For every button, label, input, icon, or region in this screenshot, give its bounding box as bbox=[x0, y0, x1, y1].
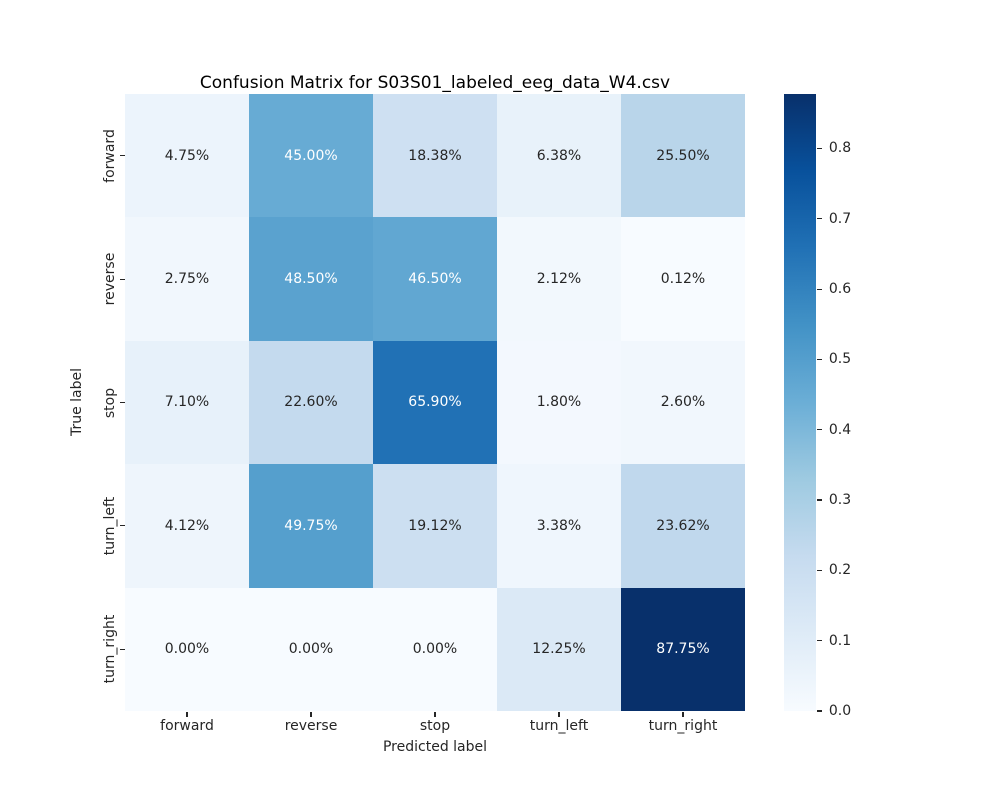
x-tick-mark bbox=[310, 712, 312, 717]
colorbar-tick-mark bbox=[817, 218, 822, 220]
y-tick-mark bbox=[120, 648, 125, 650]
heatmap-cell: 18.38% bbox=[373, 94, 497, 218]
x-tick-mark bbox=[558, 712, 560, 717]
x-axis-label: Predicted label bbox=[382, 739, 488, 755]
y-tick-mark bbox=[120, 278, 125, 280]
heatmap-cell: 3.38% bbox=[497, 464, 621, 588]
heatmap-cell: 0.00% bbox=[373, 587, 497, 711]
y-tick-mark bbox=[120, 525, 125, 527]
colorbar-tick-label: 0.2 bbox=[828, 562, 852, 579]
heatmap-cell: 49.75% bbox=[249, 464, 373, 588]
heatmap-cell: 4.12% bbox=[125, 464, 249, 588]
x-tick-mark bbox=[682, 712, 684, 717]
heatmap-cell: 4.75% bbox=[125, 94, 249, 218]
heatmap-cell: 0.00% bbox=[125, 587, 249, 711]
x-tick-label: turn_left bbox=[529, 718, 589, 734]
heatmap-cell: 46.50% bbox=[373, 217, 497, 341]
colorbar-tick-mark bbox=[817, 710, 822, 712]
y-tick-mark bbox=[120, 155, 125, 157]
x-tick-label: reverse bbox=[284, 718, 338, 734]
colorbar-tick-mark bbox=[817, 569, 822, 571]
heatmap-cell: 19.12% bbox=[373, 464, 497, 588]
colorbar-tick-label: 0.3 bbox=[828, 492, 852, 509]
heatmap-cell: 87.75% bbox=[621, 587, 745, 711]
colorbar-tick-mark bbox=[817, 499, 822, 501]
x-tick-label: turn_right bbox=[648, 718, 718, 734]
heatmap-cell: 0.12% bbox=[621, 217, 745, 341]
heatmap-cell: 23.62% bbox=[621, 464, 745, 588]
x-tick-mark bbox=[434, 712, 436, 717]
colorbar-tick-mark bbox=[817, 429, 822, 431]
colorbar-tick-label: 0.5 bbox=[828, 351, 852, 368]
heatmap-grid: 4.75% 45.00% 18.38% 6.38% 25.50% 2.75% 48.50% 4… bbox=[125, 94, 745, 711]
colorbar-tick-label: 0.0 bbox=[828, 703, 852, 719]
colorbar-tick-label: 0.8 bbox=[828, 140, 852, 157]
x-tick-label: stop bbox=[419, 718, 451, 734]
heatmap-cell: 0.00% bbox=[249, 587, 373, 711]
y-tick-label: stop bbox=[102, 387, 118, 418]
colorbar-tick-label: 0.4 bbox=[828, 421, 852, 438]
heatmap-cell: 65.90% bbox=[373, 340, 497, 465]
heatmap-cell: 1.80% bbox=[497, 340, 621, 465]
y-axis-label: True label bbox=[69, 367, 85, 437]
heatmap-cell: 48.50% bbox=[249, 217, 373, 341]
heatmap-cell: 22.60% bbox=[249, 340, 373, 465]
heatmap-cell: 2.60% bbox=[621, 340, 745, 465]
y-tick-mark bbox=[120, 401, 125, 404]
heatmap-cell: 6.38% bbox=[497, 94, 621, 218]
x-tick-mark bbox=[186, 712, 188, 717]
colorbar-tick-label: 0.6 bbox=[828, 281, 852, 298]
colorbar-tick-mark bbox=[817, 358, 822, 361]
colorbar-tick-mark bbox=[817, 288, 822, 290]
y-tick-label: turn_left bbox=[102, 496, 118, 556]
x-tick-label: forward bbox=[160, 718, 214, 734]
heatmap-cell: 7.10% bbox=[125, 340, 249, 465]
heatmap-cell: 2.75% bbox=[125, 217, 249, 341]
y-tick-label: reverse bbox=[102, 252, 118, 306]
heatmap-cell: 2.12% bbox=[497, 217, 621, 341]
colorbar-gradient bbox=[784, 94, 816, 711]
y-tick-label: forward bbox=[102, 128, 118, 183]
heatmap-cell: 12.25% bbox=[497, 587, 621, 711]
colorbar-tick-label: 0.7 bbox=[828, 210, 852, 227]
heatmap-cell: 45.00% bbox=[249, 94, 373, 218]
chart-title: Confusion Matrix for S03S01_labeled_eeg_… bbox=[199, 73, 671, 93]
colorbar-tick-mark bbox=[817, 640, 822, 642]
colorbar-tick-mark bbox=[817, 147, 822, 150]
colorbar-tick-label: 0.1 bbox=[828, 632, 852, 649]
heatmap-cell: 25.50% bbox=[621, 94, 745, 218]
y-tick-label: turn_right bbox=[102, 614, 118, 684]
